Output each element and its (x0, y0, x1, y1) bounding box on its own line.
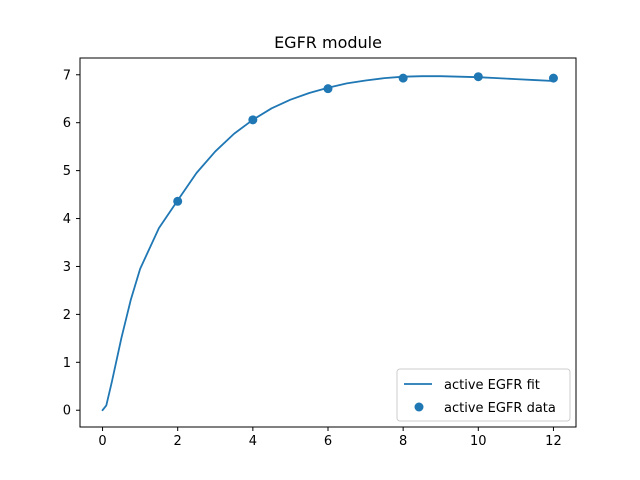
data-point-3 (398, 73, 408, 83)
series-line-active-egfr-fit (101, 75, 555, 412)
y-tick-label: 2 (63, 308, 71, 323)
y-tick-label: 6 (63, 116, 71, 131)
x-tick-label: 6 (324, 434, 332, 449)
x-axis: 0 2 4 6 8 10 12 (98, 427, 562, 449)
x-tick-label: 2 (174, 434, 182, 449)
data-point-5 (548, 73, 558, 83)
data-point-2 (323, 84, 333, 94)
y-tick-label: 1 (63, 356, 71, 371)
data-point-0 (173, 196, 183, 206)
legend-box (396, 368, 571, 422)
chart-title: EGFR module (274, 33, 382, 52)
y-tick-label: 3 (63, 260, 71, 275)
y-tick-label: 5 (63, 164, 71, 179)
plot-area (101, 72, 558, 412)
y-tick-label: 0 (63, 404, 71, 419)
x-tick-label: 10 (470, 434, 487, 449)
y-axis: 0 1 2 3 4 5 6 7 (63, 68, 80, 419)
x-tick-label: 4 (249, 434, 257, 449)
y-tick-label: 7 (63, 68, 71, 83)
data-point-1 (248, 115, 258, 125)
x-tick-label: 0 (98, 434, 106, 449)
x-tick-label: 8 (399, 434, 407, 449)
legend-label-data: active EGFR data (444, 401, 556, 416)
data-point-4 (473, 72, 483, 82)
x-tick-label: 12 (545, 434, 562, 449)
y-tick-label: 4 (63, 212, 71, 227)
legend: active EGFR fit active EGFR data (396, 368, 571, 422)
legend-marker-swatch (414, 402, 424, 412)
legend-label-fit: active EGFR fit (444, 378, 540, 393)
